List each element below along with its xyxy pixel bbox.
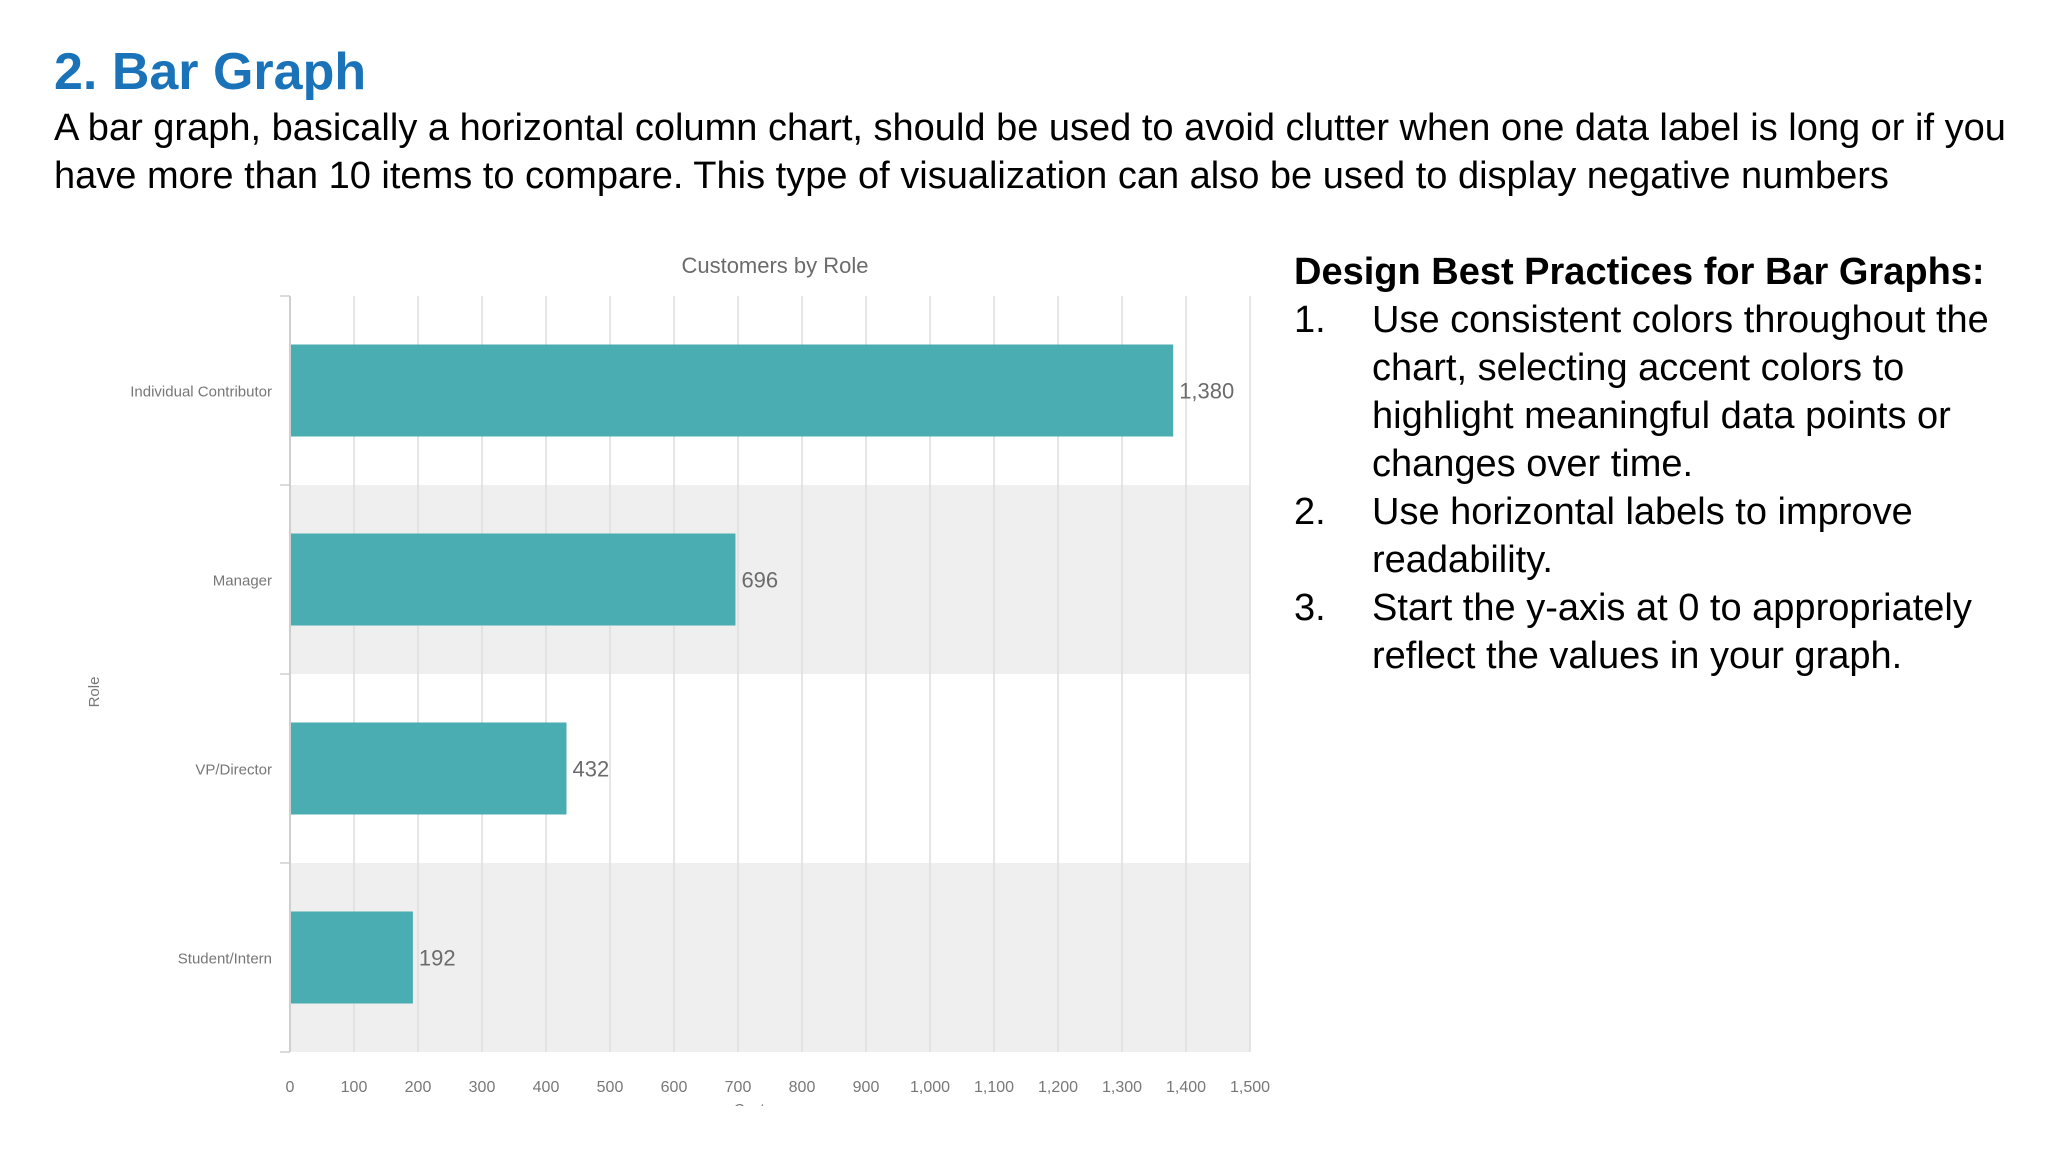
x-tick-label: 0 xyxy=(286,1079,295,1096)
category-label: Student/Intern xyxy=(178,951,272,968)
value-label: 432 xyxy=(572,757,609,782)
best-practices-heading: Design Best Practices for Bar Graphs: xyxy=(1294,251,1985,293)
x-tick-label: 100 xyxy=(341,1079,368,1096)
item-text: Use consistent colors throughout the cha… xyxy=(1372,299,1989,485)
item-text: Start the y-axis at 0 to appropriately r… xyxy=(1372,587,1972,677)
item-number: 1. xyxy=(1294,299,1326,341)
bar-chart: 0 100 200 300 400 500 600 700 800 900 1,000 1,100 1,… xyxy=(86,253,1270,1106)
best-practices-list: 1. Use consistent colors throughout the … xyxy=(1294,296,2024,680)
x-tick-label: 1,400 xyxy=(1166,1079,1206,1096)
x-tick-label: 600 xyxy=(661,1079,688,1096)
x-tick-label: 200 xyxy=(405,1079,432,1096)
item-number: 3. xyxy=(1294,587,1326,629)
value-label: 1,380 xyxy=(1179,379,1234,404)
x-tick-label: 800 xyxy=(789,1079,816,1096)
bar xyxy=(291,533,736,626)
x-tick-label: 300 xyxy=(469,1079,496,1096)
x-axis-label: Customers xyxy=(734,1101,807,1106)
best-practice-item: 3. Start the y-axis at 0 to appropriatel… xyxy=(1294,584,2024,680)
category-label: Manager xyxy=(213,573,272,590)
item-number: 2. xyxy=(1294,491,1326,533)
row-band xyxy=(290,863,1250,1052)
bar xyxy=(291,722,567,815)
chart-title: Customers by Role xyxy=(681,253,868,278)
category-label: Individual Contributor xyxy=(130,384,272,401)
best-practices-panel: Design Best Practices for Bar Graphs: 1.… xyxy=(1294,248,2024,680)
x-tick-label: 500 xyxy=(597,1079,624,1096)
value-label: 696 xyxy=(741,568,778,593)
best-practice-item: 2. Use horizontal labels to improve read… xyxy=(1294,488,2024,584)
bar xyxy=(291,344,1174,437)
intro-paragraph: A bar graph, basically a horizontal colu… xyxy=(54,107,2006,197)
x-tick-label: 1,000 xyxy=(910,1079,950,1096)
x-tick-label: 1,100 xyxy=(974,1079,1014,1096)
x-tick-label: 900 xyxy=(853,1079,880,1096)
bar xyxy=(291,911,413,1004)
category-label: VP/Director xyxy=(195,762,272,779)
x-tick-label: 400 xyxy=(533,1079,560,1096)
value-label: 192 xyxy=(419,946,456,971)
item-text: Use horizontal labels to improve readabi… xyxy=(1372,491,1913,581)
x-tick-label: 700 xyxy=(725,1079,752,1096)
best-practice-item: 1. Use consistent colors throughout the … xyxy=(1294,296,2024,488)
slide-title: 2. Bar Graph xyxy=(54,43,367,101)
x-tick-label: 1,300 xyxy=(1102,1079,1142,1096)
y-axis-label: Role xyxy=(86,677,103,708)
x-tick-label: 1,200 xyxy=(1038,1079,1078,1096)
x-tick-label: 1,500 xyxy=(1230,1079,1270,1096)
